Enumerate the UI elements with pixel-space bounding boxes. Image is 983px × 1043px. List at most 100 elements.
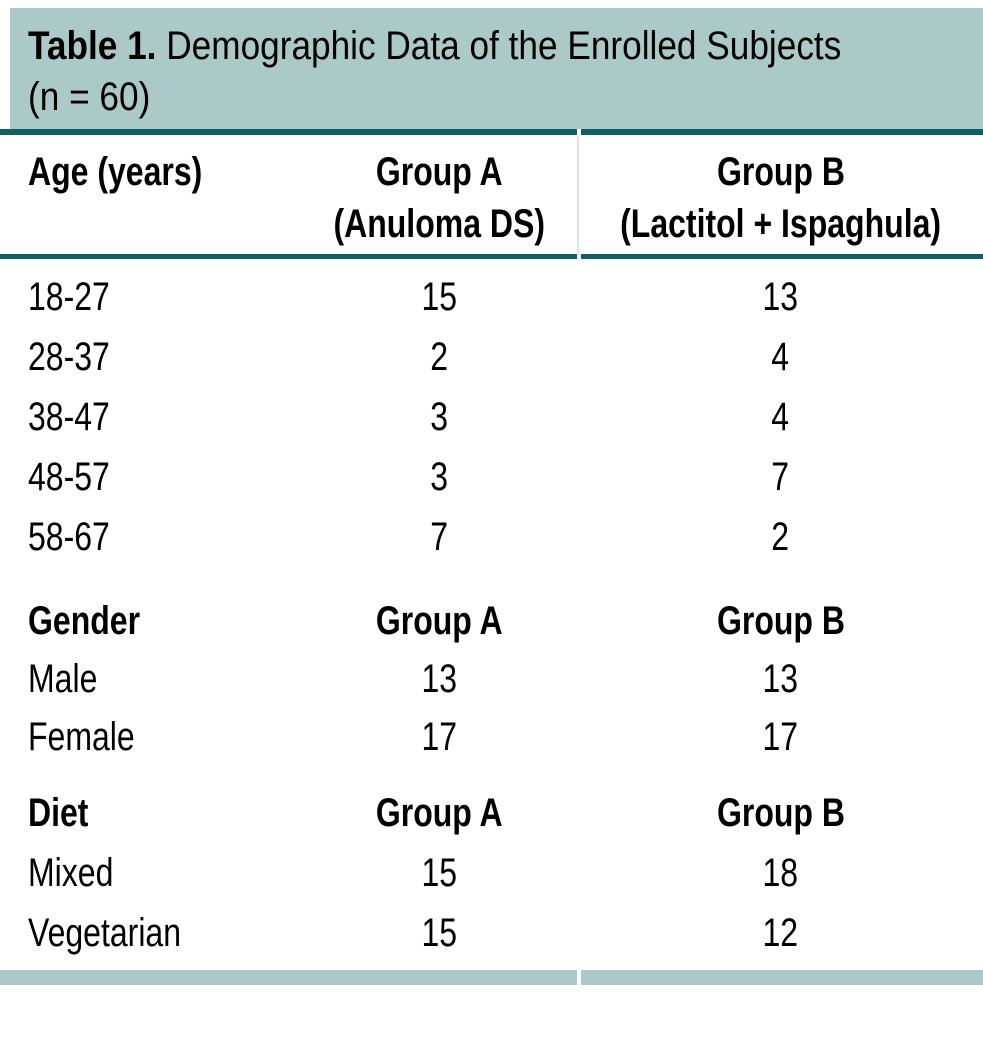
row-label-cell: 48-57 <box>0 455 300 500</box>
row-label-cell: 38-47 <box>0 395 300 440</box>
group-b-value: 13 <box>762 274 799 319</box>
gender-section: Gender Group A Group B Male 13 13 Female… <box>0 592 983 766</box>
row-label-cell: 58-67 <box>0 515 300 560</box>
diet-header-cell: Diet <box>0 791 300 836</box>
row-label: 38-47 <box>28 394 110 439</box>
group-a-value-cell: 13 <box>300 657 578 702</box>
group-a-value: 3 <box>430 394 448 439</box>
group-a-value-cell: 3 <box>300 455 578 500</box>
age-years-header-cell: Age (years) <box>0 146 300 250</box>
age-section: 18-27 15 13 28-37 2 4 38-47 3 4 48-57 3 … <box>0 267 983 567</box>
group-b-value-cell: 13 <box>578 275 983 320</box>
group-a-value: 7 <box>430 514 448 559</box>
group-a-header-cell: Group A <box>300 791 578 836</box>
group-b-subheader-label: (Lactitol + Ispaghula) <box>620 202 941 246</box>
group-b-header-cell: Group B <box>578 791 983 836</box>
group-a-value: 13 <box>421 656 457 701</box>
column-header-row: Age (years) Group A (Anuloma DS) Group B… <box>0 146 983 250</box>
row-label: Vegetarian <box>28 910 182 955</box>
table-row: 18-27 15 13 <box>0 267 983 327</box>
group-b-value: 12 <box>762 910 799 955</box>
bottom-bar-right-segment <box>581 970 983 985</box>
table-title-block: Table 1. Demographic Data of the Enrolle… <box>10 8 983 129</box>
table-title-line2: (n = 60) <box>28 72 983 123</box>
row-label: Female <box>28 714 135 759</box>
group-b-value-cell: 2 <box>578 515 983 560</box>
table-title-text: Demographic Data of the Enrolled Subject… <box>166 24 842 68</box>
row-label: 18-27 <box>28 274 110 319</box>
row-label: Male <box>28 656 98 701</box>
table-row: 38-47 3 4 <box>0 387 983 447</box>
table-row: 58-67 7 2 <box>0 507 983 567</box>
group-b-header-label: Group B <box>716 150 845 194</box>
top-rule-right-segment <box>581 129 983 135</box>
group-b-value-cell: 13 <box>578 657 983 702</box>
table-row: Vegetarian 15 12 <box>0 903 983 963</box>
group-a-value-cell: 15 <box>300 911 578 956</box>
group-b-value: 4 <box>771 394 790 439</box>
group-a-header-cell: Group A (Anuloma DS) <box>300 146 578 250</box>
header-rule-right-segment <box>581 254 983 259</box>
table-title-line1: Table 1. Demographic Data of the Enrolle… <box>28 21 983 72</box>
group-a-value-cell: 2 <box>300 335 578 380</box>
group-b-value-cell: 18 <box>578 851 983 896</box>
group-a-value-cell: 7 <box>300 515 578 560</box>
table-title-n-count: (n = 60) <box>28 75 151 119</box>
table-row: Mixed 15 18 <box>0 843 983 903</box>
table-row: Male 13 13 <box>0 650 983 708</box>
group-b-value-cell: 7 <box>578 455 983 500</box>
row-label-cell: Mixed <box>0 851 300 896</box>
group-a-value-cell: 15 <box>300 851 578 896</box>
row-label-cell: 18-27 <box>0 275 300 320</box>
table-row: 28-37 2 4 <box>0 327 983 387</box>
diet-header-label: Diet <box>28 790 89 835</box>
diet-section: Diet Group A Group B Mixed 15 18 Vegetar… <box>0 783 983 963</box>
gender-header-row: Gender Group A Group B <box>0 592 983 650</box>
group-b-value: 2 <box>771 514 790 559</box>
group-b-value: 13 <box>762 656 799 701</box>
group-b-header-label: Group B <box>716 598 845 643</box>
bottom-bar-left-segment <box>0 970 577 985</box>
diet-header-row: Diet Group A Group B <box>0 783 983 843</box>
group-a-header-label: Group A <box>375 598 503 643</box>
group-b-value: 7 <box>771 454 790 499</box>
table-row: Female 17 17 <box>0 708 983 766</box>
group-b-value: 18 <box>762 850 799 895</box>
group-a-value-cell: 3 <box>300 395 578 440</box>
gender-header-cell: Gender <box>0 599 300 644</box>
header-rule-left-segment <box>0 254 577 259</box>
group-b-value: 17 <box>762 714 799 759</box>
group-a-subheader-label: (Anuloma DS) <box>333 202 545 246</box>
row-label: 58-67 <box>28 514 110 559</box>
group-a-value: 15 <box>421 850 457 895</box>
row-label: Mixed <box>28 850 114 895</box>
group-b-header-label: Group B <box>716 790 845 835</box>
gender-header-label: Gender <box>28 598 141 643</box>
row-label: 28-37 <box>28 334 110 379</box>
group-a-value-cell: 17 <box>300 715 578 760</box>
age-years-header-label: Age (years) <box>28 150 203 194</box>
row-label-cell: Vegetarian <box>0 911 300 956</box>
group-a-value-cell: 15 <box>300 275 578 320</box>
group-b-value-cell: 4 <box>578 335 983 380</box>
group-a-value: 3 <box>430 454 448 499</box>
table-number-label: Table 1. <box>28 24 157 68</box>
group-b-value-cell: 12 <box>578 911 983 956</box>
group-b-value-cell: 4 <box>578 395 983 440</box>
group-b-value: 4 <box>771 334 790 379</box>
top-rule-left-segment <box>0 129 577 135</box>
group-a-value: 2 <box>430 334 448 379</box>
row-label: 48-57 <box>28 454 110 499</box>
group-b-value-cell: 17 <box>578 715 983 760</box>
table-row: 48-57 3 7 <box>0 447 983 507</box>
group-a-header-label: Group A <box>375 790 503 835</box>
group-a-value: 15 <box>421 910 457 955</box>
group-a-header-cell: Group A <box>300 599 578 644</box>
row-label-cell: Male <box>0 657 300 702</box>
group-a-header-label: Group A <box>375 150 503 194</box>
group-a-value: 15 <box>421 274 457 319</box>
column-divider <box>577 135 579 254</box>
group-b-header-cell: Group B <box>578 599 983 644</box>
group-a-value: 17 <box>421 714 457 759</box>
